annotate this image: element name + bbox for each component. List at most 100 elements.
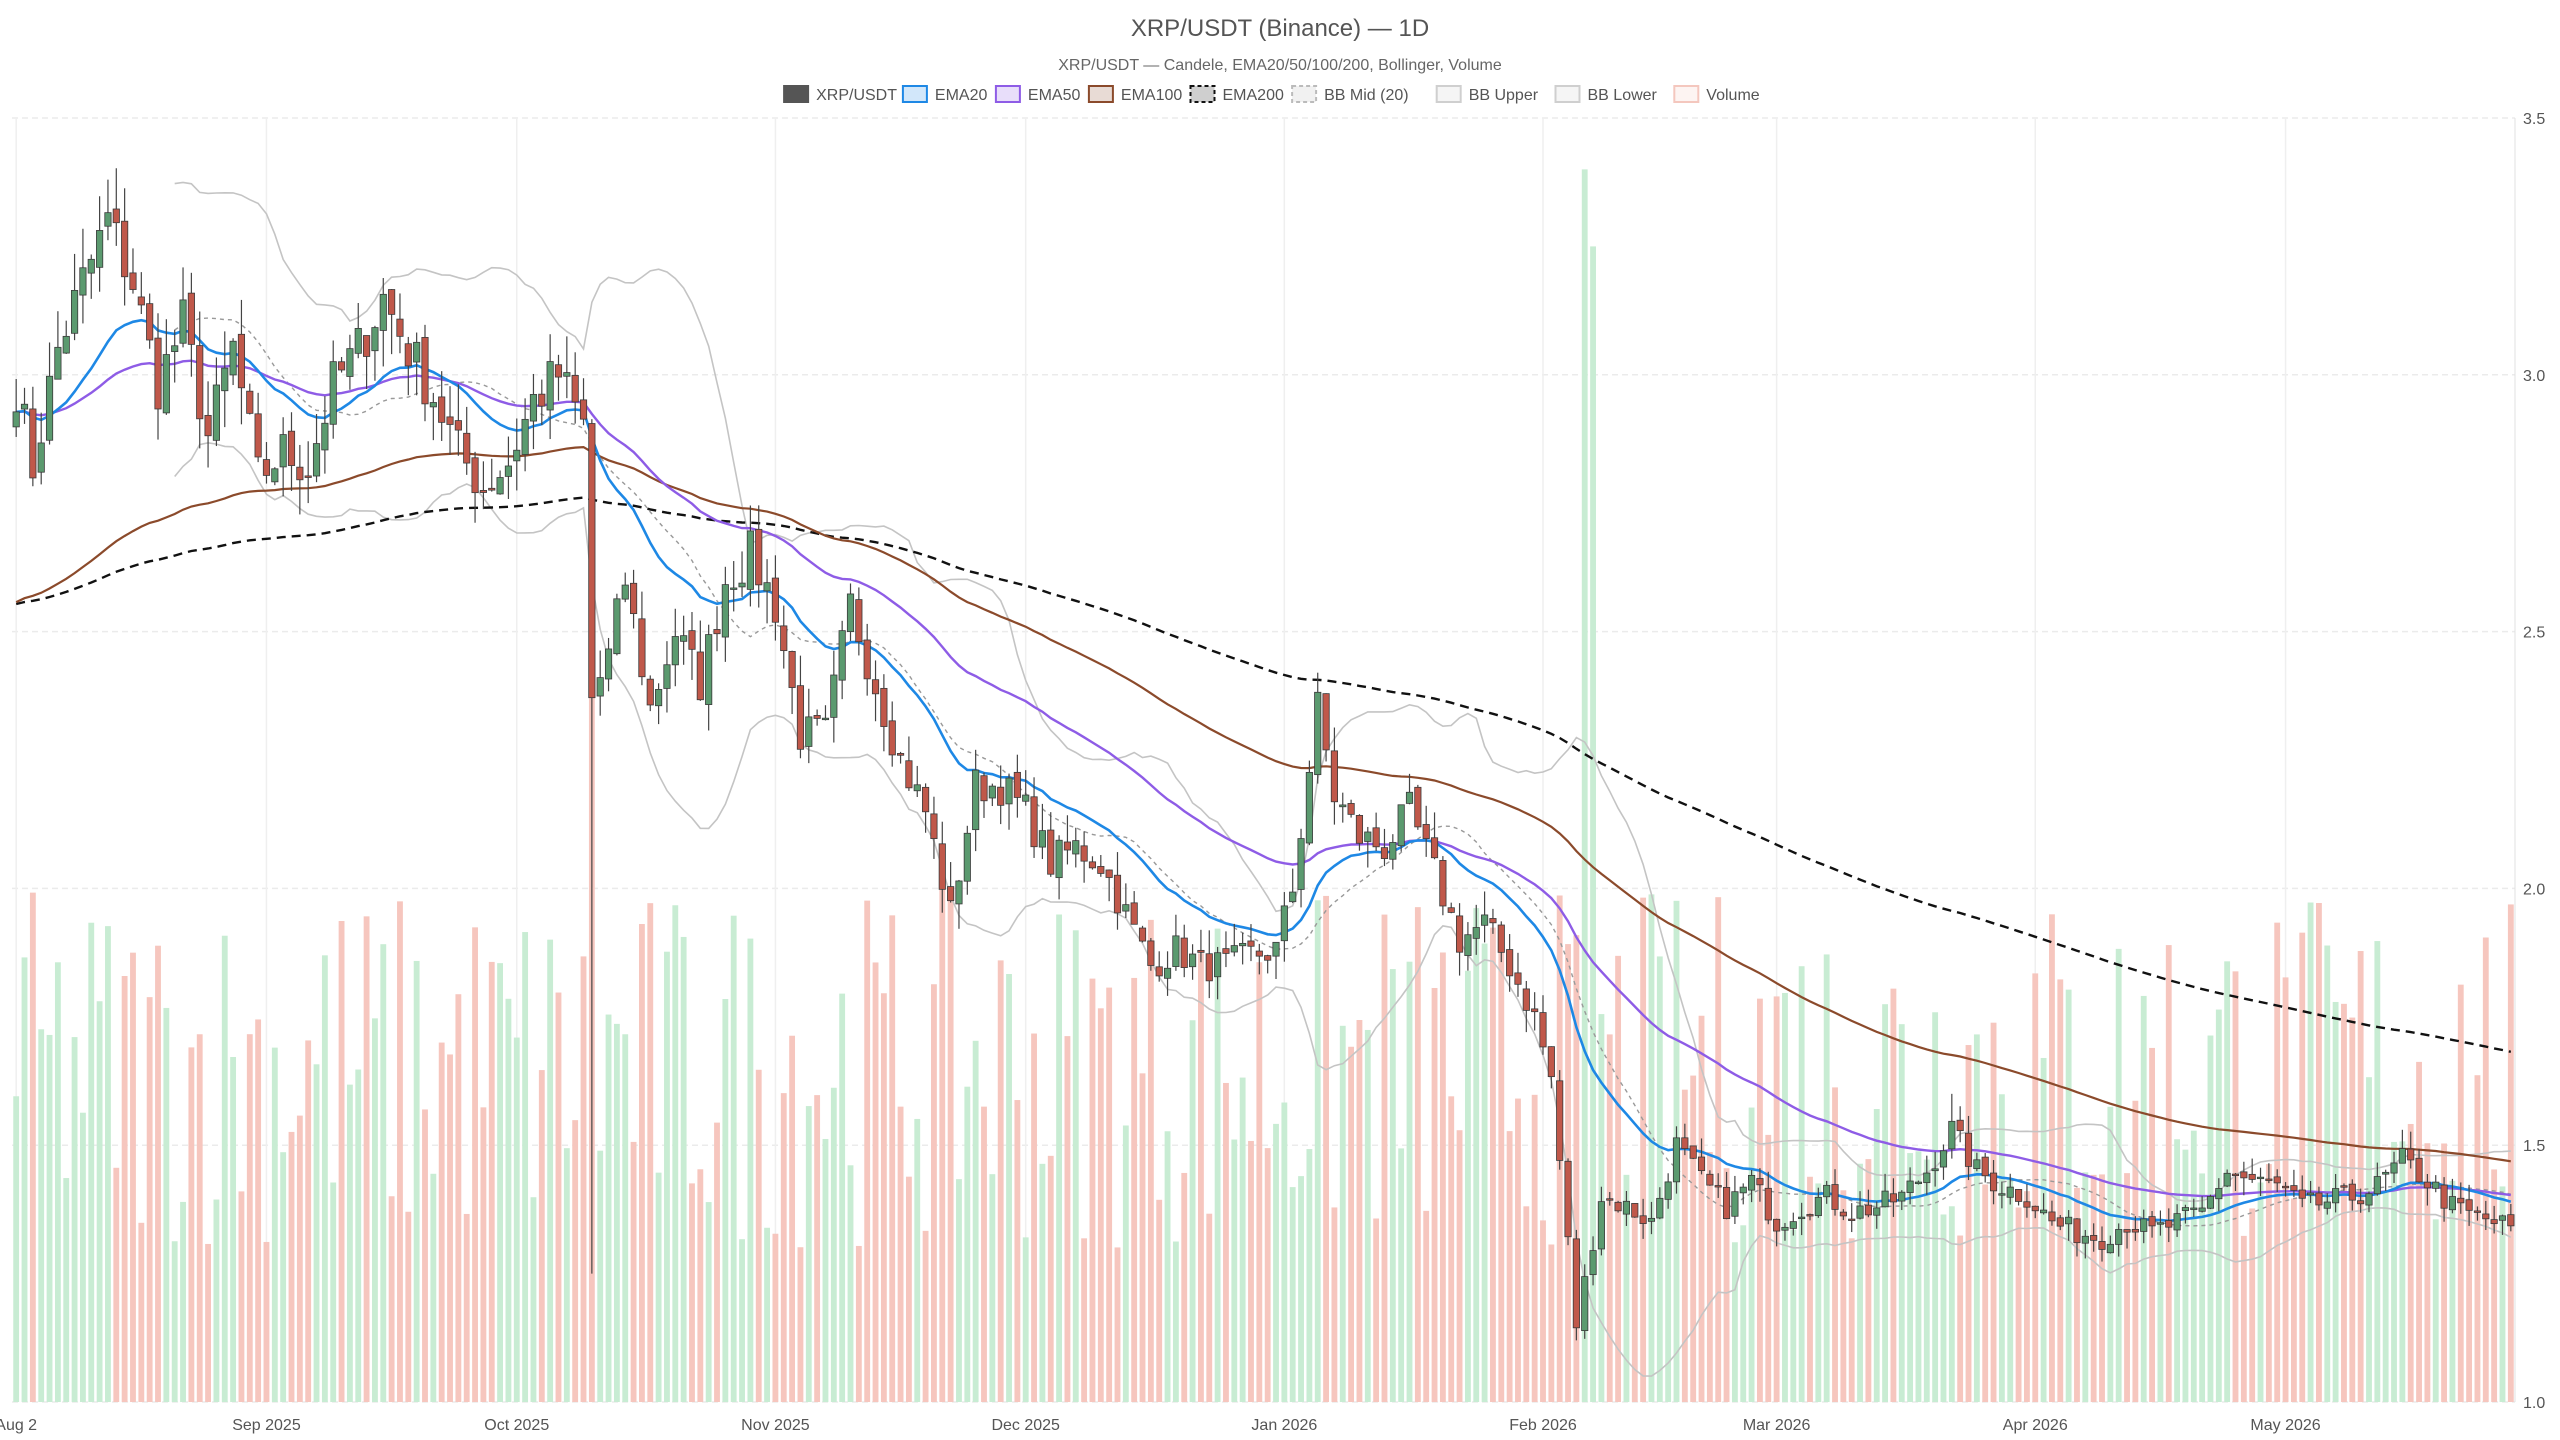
volume-bar (338, 921, 345, 1402)
volume-bar (672, 905, 679, 1402)
candle (696, 620, 704, 701)
candle-body (604, 648, 613, 680)
candle-body (721, 584, 729, 638)
volume-bar (1381, 914, 1388, 1402)
volume-bar (747, 938, 754, 1402)
volume-bar (755, 1069, 762, 1402)
legend-swatch (1087, 85, 1114, 103)
candle-body (621, 584, 629, 600)
candle-body (1314, 691, 1322, 776)
candle-body (479, 490, 487, 493)
volume-bar (2441, 1143, 2448, 1402)
candle (29, 386, 37, 487)
candle (479, 461, 487, 510)
axes: 1.0 1.5 2.0 2.5 3.0 3.5 Aug 2 Sep 2025 Oct 2025 N… (0, 111, 2545, 1434)
candle-body (688, 630, 696, 650)
volume-bar (1523, 1206, 1530, 1402)
candle (2307, 1180, 2315, 1204)
candle (1781, 1222, 1789, 1241)
candle (429, 392, 437, 441)
volume-bar (1289, 1187, 1296, 1402)
candle (2156, 1210, 2164, 1236)
candle-body (1581, 1276, 1589, 1332)
candle (2106, 1235, 2114, 1254)
candle (2256, 1167, 2265, 1196)
candle (788, 650, 796, 715)
candle-body (2398, 1148, 2406, 1164)
volume-bar (2382, 1192, 2389, 1402)
volume-bar (2107, 1106, 2114, 1402)
legend-label: EMA200 (1223, 87, 1284, 104)
candle-body (354, 328, 362, 354)
candle-body (2290, 1185, 2298, 1191)
candle-body (2015, 1189, 2023, 1202)
candle (1864, 1189, 1872, 1218)
candle (2398, 1129, 2406, 1164)
volume-bar (2366, 1077, 2372, 1402)
ema100-line (15, 445, 2511, 1163)
volume-bar (864, 900, 871, 1402)
candle-body (429, 402, 437, 408)
candle-body (1330, 750, 1338, 803)
candle-body (1297, 838, 1305, 890)
candle (171, 329, 179, 383)
candle-body (2123, 1229, 2131, 1233)
candle (1873, 1201, 1881, 1229)
candle-body (404, 343, 412, 367)
volume-bar (1898, 1024, 1905, 1402)
candle (1105, 869, 1113, 902)
candle-body (2265, 1178, 2273, 1181)
ema200-line (15, 496, 2512, 1053)
candle-body (1280, 905, 1288, 942)
candle-body (2382, 1171, 2390, 1175)
volume-bar (1965, 1045, 1972, 1402)
volume-bar (288, 1131, 295, 1402)
candle-body (1898, 1191, 1906, 1202)
candle (1481, 891, 1489, 943)
candle (1848, 1203, 1856, 1233)
volume-bar (2165, 945, 2172, 1402)
candle (2373, 1162, 2381, 1196)
candle-body (2423, 1181, 2431, 1189)
candle-body (2465, 1199, 2473, 1211)
candle-body (1773, 1218, 1781, 1232)
candle-body (1430, 837, 1439, 859)
candle-body (1848, 1218, 1856, 1221)
candle (1030, 777, 1038, 858)
candle (1697, 1138, 1706, 1175)
volume-bar (2491, 1169, 2498, 1402)
candle (371, 325, 379, 381)
candle (2440, 1177, 2448, 1222)
candle (421, 324, 429, 422)
candle (2190, 1198, 2198, 1217)
candle (2357, 1188, 2365, 1213)
candle-body (329, 361, 337, 425)
candle (671, 608, 679, 687)
candle-body (571, 374, 579, 403)
candle (963, 825, 971, 895)
candle (596, 650, 604, 716)
candle-body (1781, 1226, 1789, 1231)
candle-body (2315, 1192, 2323, 1206)
candle-body (1364, 831, 1372, 842)
candle-body (221, 367, 229, 392)
candle-body (2206, 1196, 2215, 1209)
candle (2215, 1178, 2223, 1212)
candle-body (37, 442, 45, 473)
x-tick-label: Aug 2 (0, 1417, 37, 1434)
candle (2432, 1175, 2440, 1193)
volume-bar (1356, 1020, 1363, 1402)
volume-bar (380, 944, 387, 1402)
candle (254, 392, 262, 463)
volume-bar (2499, 1186, 2506, 1402)
candle-body (1998, 1193, 2006, 1196)
candle (604, 637, 613, 692)
candle-body (830, 674, 838, 718)
volume-bar (221, 935, 228, 1402)
ema-lines (15, 318, 2512, 1223)
volume-bar (2391, 1141, 2397, 1402)
volume-bar (480, 1107, 487, 1402)
candle-body (1931, 1168, 1939, 1172)
volume-bar (1039, 1163, 1046, 1402)
volume-bar (1172, 1241, 1179, 1402)
